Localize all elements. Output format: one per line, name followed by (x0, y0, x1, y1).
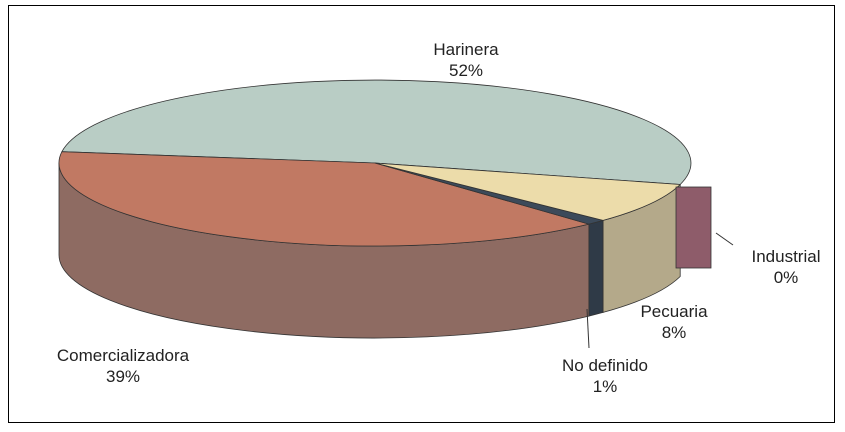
slice-comercializadora (58, 151, 591, 247)
label-pecuaria-pct: 8% (662, 323, 687, 342)
pie-chart: Harinera 52% Comercializadora 39% No def… (57, 40, 821, 396)
label-comercializadora-name: Comercializadora (57, 346, 190, 365)
chart-frame: Harinera 52% Comercializadora 39% No def… (8, 5, 835, 423)
label-comercializadora-pct: 39% (106, 367, 140, 386)
side-no-definido (588, 219, 604, 317)
label-industrial-pct: 0% (774, 268, 799, 287)
label-no-definido-name: No definido (562, 356, 648, 375)
slice-harinera (61, 79, 692, 185)
label-harinera-name: Harinera (433, 40, 499, 59)
label-no-definido-pct: 1% (593, 377, 618, 396)
slice-industrial (675, 186, 712, 269)
leader-no-definido (586, 308, 590, 349)
label-pecuaria-name: Pecuaria (640, 302, 708, 321)
pie-tops (58, 79, 692, 247)
label-harinera-pct: 52% (449, 61, 483, 80)
leader-industrial (715, 232, 734, 246)
label-industrial-name: Industrial (752, 247, 821, 266)
pie-sides (58, 162, 681, 339)
slice-pecuaria (374, 162, 682, 221)
